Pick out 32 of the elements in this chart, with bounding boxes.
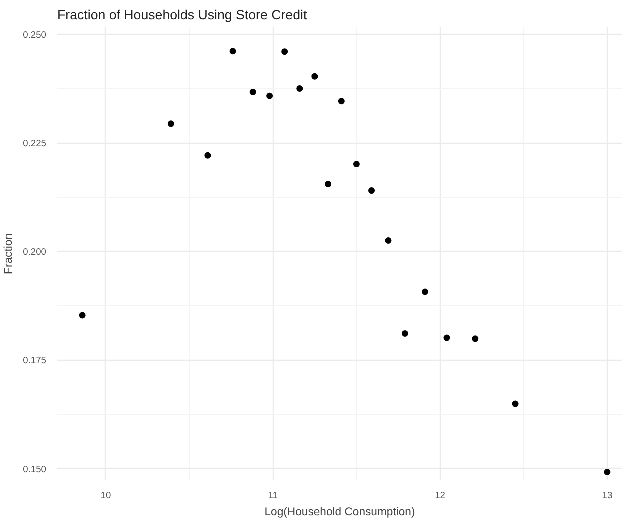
point [353, 161, 360, 168]
x-tick-label: 13 [602, 490, 613, 500]
y-tick-label: 0.250 [23, 30, 46, 40]
point [338, 98, 345, 105]
point [296, 85, 304, 92]
chart-title: Fraction of Households Using Store Credit [58, 8, 308, 22]
point [604, 469, 611, 476]
y-axis-title: Fraction [3, 234, 16, 274]
point [230, 48, 236, 55]
x-axis-title: Log(Household Consumption) [264, 506, 416, 518]
point [168, 120, 174, 128]
x-tick-label: 10 [100, 490, 112, 500]
point [79, 312, 86, 319]
y-tick-label: 0.225 [23, 138, 46, 149]
point [204, 152, 212, 159]
point [512, 400, 519, 408]
point [325, 181, 332, 188]
point [266, 92, 274, 100]
point [250, 88, 256, 96]
x-tick-label: 11 [268, 490, 278, 500]
y-tick-label: 0.150 [23, 464, 46, 474]
x-tick-label: 12 [435, 490, 446, 500]
y-tick-label: 0.200 [23, 247, 46, 258]
point [472, 336, 479, 342]
point [312, 73, 318, 80]
point [402, 330, 408, 337]
point [385, 238, 392, 244]
point [368, 188, 376, 194]
point [282, 48, 288, 56]
y-tick-label: 0.175 [23, 356, 46, 366]
point [422, 288, 428, 296]
point [444, 334, 450, 342]
